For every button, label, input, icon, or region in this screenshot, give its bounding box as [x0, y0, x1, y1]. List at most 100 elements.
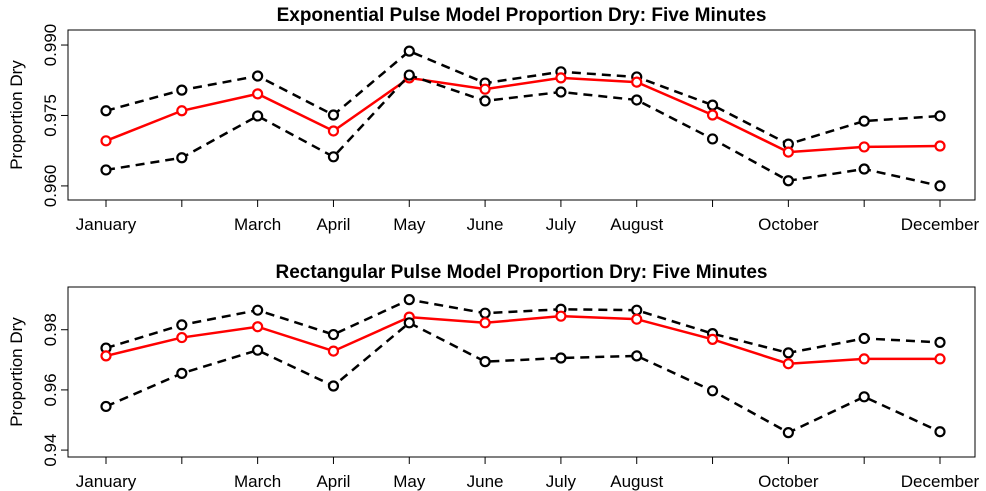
data-point [403, 69, 415, 81]
x-tick-label: June [467, 472, 504, 491]
data-point [934, 140, 946, 152]
chart-title: Rectangular Pulse Model Proportion Dry: … [276, 262, 768, 283]
data-point [176, 319, 188, 331]
data-point [631, 350, 643, 362]
data-point [403, 317, 415, 329]
data-point [555, 310, 567, 322]
data-point [176, 367, 188, 379]
series-line [105, 314, 940, 365]
data-point [782, 347, 794, 359]
data-point [782, 175, 794, 187]
data-point [858, 141, 870, 153]
series-line [105, 49, 941, 146]
data-point [858, 353, 870, 365]
x-tick-label: May [393, 472, 426, 491]
y-tick-label: 0.98 [41, 313, 60, 346]
y-tick-label: 0.96 [41, 373, 60, 406]
data-point [176, 152, 188, 164]
x-tick-label: July [546, 215, 577, 234]
data-point [176, 331, 188, 344]
data-point [252, 88, 264, 100]
y-axis-label: Proportion Dry [7, 317, 26, 427]
y-tick-label: 0.990 [41, 24, 60, 67]
data-point [934, 426, 946, 438]
data-point [934, 110, 946, 122]
x-tick-label: March [234, 472, 281, 491]
x-tick-label: October [758, 215, 819, 234]
data-point [706, 109, 719, 121]
x-tick-label: May [393, 215, 426, 234]
data-point [100, 135, 112, 147]
data-point [403, 294, 415, 306]
data-point [252, 321, 264, 333]
chart-panel: Exponential Pulse Model Proportion Dry: … [7, 5, 980, 234]
data-point [631, 94, 643, 106]
series-line [105, 321, 941, 435]
data-point [555, 352, 567, 364]
data-point [327, 380, 340, 392]
data-point [631, 313, 643, 325]
y-axis-label: Proportion Dry [7, 60, 26, 170]
data-point [252, 110, 264, 122]
x-tick-label: December [901, 472, 980, 491]
data-point [934, 336, 946, 348]
data-point [479, 95, 491, 107]
data-point [555, 86, 567, 98]
x-tick-label: June [467, 215, 504, 234]
data-point [327, 151, 340, 163]
data-point [782, 427, 794, 439]
data-point [327, 345, 340, 357]
series-line [105, 76, 941, 154]
data-point [706, 333, 719, 345]
series-line [105, 73, 941, 188]
data-point [100, 105, 112, 117]
x-tick-label: January [76, 472, 137, 491]
data-point [858, 115, 870, 127]
x-tick-label: April [316, 215, 350, 234]
chart-panel: Rectangular Pulse Model Proportion Dry: … [7, 262, 980, 491]
data-point [479, 317, 491, 329]
y-tick-label: 0.960 [41, 165, 60, 208]
data-point [858, 163, 870, 175]
data-point [782, 146, 794, 158]
data-point [631, 304, 643, 316]
data-point [858, 391, 870, 403]
data-point [327, 125, 340, 137]
data-point [782, 358, 794, 370]
data-point [631, 76, 643, 88]
data-point [706, 385, 719, 397]
plot-frame [67, 286, 976, 458]
data-point [252, 344, 264, 356]
x-tick-label: August [610, 472, 663, 491]
data-point [100, 400, 112, 413]
x-tick-label: August [610, 215, 663, 234]
data-point [479, 83, 491, 95]
data-point [479, 307, 491, 319]
data-point [934, 353, 946, 365]
data-point [252, 304, 264, 316]
data-point [252, 70, 264, 82]
data-point [100, 164, 112, 176]
x-tick-label: January [76, 215, 137, 234]
series-line [105, 298, 941, 355]
chart-title: Exponential Pulse Model Proportion Dry: … [277, 5, 767, 26]
data-point [934, 180, 946, 192]
data-point [706, 99, 719, 111]
y-tick-label: 0.975 [41, 94, 60, 137]
x-tick-label: March [234, 215, 281, 234]
x-tick-label: April [316, 472, 350, 491]
data-point [479, 356, 491, 368]
data-point [858, 332, 870, 345]
x-tick-label: July [546, 472, 577, 491]
x-tick-label: December [901, 215, 980, 234]
data-point [403, 45, 415, 57]
y-tick-label: 0.94 [41, 434, 60, 467]
data-point [176, 105, 188, 117]
data-point [327, 109, 340, 121]
data-point [100, 350, 112, 362]
x-tick-label: October [758, 472, 819, 491]
plot-frame [67, 29, 976, 201]
data-point [706, 133, 719, 145]
data-point [555, 72, 567, 84]
